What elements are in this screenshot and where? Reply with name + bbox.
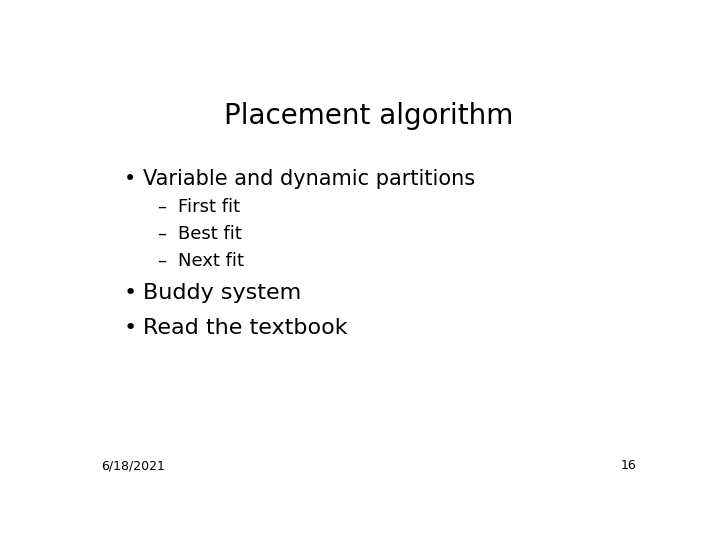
Text: –: – (157, 252, 166, 270)
Text: Read the textbook: Read the textbook (143, 319, 348, 339)
Text: First fit: First fit (178, 198, 240, 216)
Text: Placement algorithm: Placement algorithm (225, 102, 513, 130)
Text: 16: 16 (621, 460, 637, 472)
Text: Variable and dynamic partitions: Variable and dynamic partitions (143, 168, 475, 189)
Text: •: • (124, 319, 137, 339)
Text: 6/18/2021: 6/18/2021 (101, 460, 165, 472)
Text: Next fit: Next fit (178, 252, 244, 270)
Text: •: • (124, 168, 136, 189)
Text: Best fit: Best fit (178, 225, 242, 243)
Text: –: – (157, 225, 166, 243)
Text: Buddy system: Buddy system (143, 283, 301, 303)
Text: –: – (157, 198, 166, 216)
Text: •: • (124, 283, 137, 303)
